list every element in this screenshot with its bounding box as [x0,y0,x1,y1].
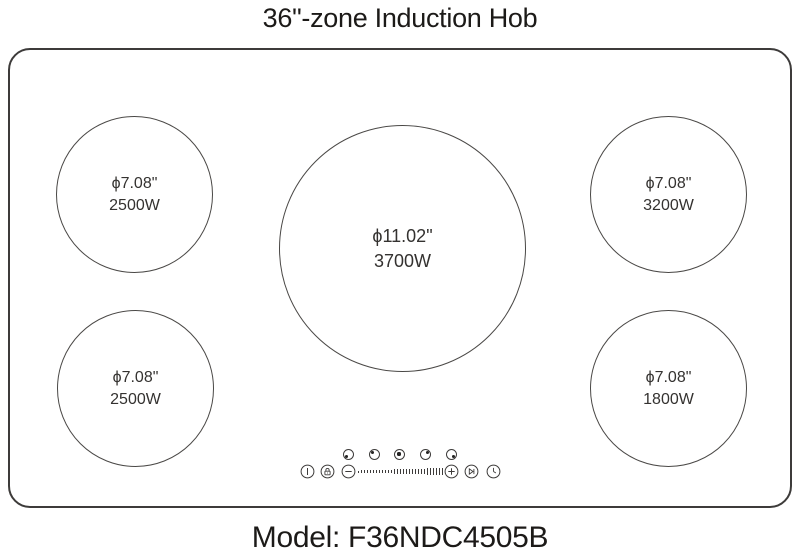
power-level-slider[interactable] [358,464,443,479]
zone-selector-bottom-left-icon[interactable] [343,449,354,460]
slider-tick [381,469,384,474]
zone-diameter-label: ϕ7.08" [645,368,692,386]
zone-dot [426,450,430,454]
slider-tick [384,469,387,474]
cooking-zone-bottom-left: ϕ7.08" 2500W [57,310,214,467]
slider-tick [360,470,363,473]
power-button[interactable] [300,464,315,479]
zone-selector-top-right-icon[interactable] [420,449,431,460]
power-decrease-button[interactable] [341,464,356,479]
slider-tick [399,469,402,474]
slider-tick [405,469,408,474]
model-label: Model: F36NDC4505B [251,521,549,554]
slider-tick [366,470,369,473]
slider-tick [369,470,372,473]
zone-dot [452,455,456,459]
cooking-zone-top-right: ϕ7.08" 3200W [590,116,747,273]
slider-tick [375,469,378,474]
slider-tick [438,468,440,475]
slider-tick [414,468,416,475]
cooking-zone-top-left: ϕ7.08" 2500W [56,116,213,273]
zone-dot [370,450,374,454]
zone-diameter-label: ϕ7.08" [645,174,692,192]
power-increase-button[interactable] [444,464,459,479]
slider-tick [411,468,414,475]
slider-tick [423,468,425,475]
slider-tick [417,468,419,475]
slider-tick [396,469,399,474]
slider-tick [372,470,375,473]
slider-tick [426,468,428,475]
slider-tick [358,470,360,473]
zone-diameter-label: ϕ7.08" [111,174,158,192]
child-lock-button[interactable] [320,464,335,479]
slider-tick [429,468,431,475]
child-lock-icon [320,464,335,479]
slider-tick [441,468,443,475]
boost-icon [464,464,479,479]
slider-tick [432,468,434,475]
cooking-zone-center: ϕ11.02" 3700W [279,125,526,372]
zone-selector-bottom-right-icon[interactable] [446,449,457,460]
zone-diameter-label: ϕ7.08" [112,368,159,386]
slider-tick [420,468,422,475]
zone-dot [397,452,401,456]
slider-tick [435,468,437,475]
slider-tick [408,468,411,475]
slider-tick [402,469,405,474]
slider-tick [387,469,390,474]
zone-power-label: 3700W [373,250,432,271]
zone-power-label: 1800W [643,390,694,408]
zone-power-label: 3200W [643,196,694,214]
cooking-zone-bottom-right: ϕ7.08" 1800W [590,310,747,467]
boost-button[interactable] [464,464,479,479]
minus-icon [341,464,356,479]
timer-icon [486,464,501,479]
power-icon [300,464,315,479]
zone-dot [344,455,348,459]
slider-tick [390,469,393,474]
slider-tick [393,469,396,474]
slider-tick [378,469,381,474]
plus-icon [444,464,459,479]
slider-tick [363,470,366,473]
zone-selector-top-left-icon[interactable] [369,449,380,460]
zone-diameter-label: ϕ11.02" [372,225,433,246]
hob-surface: ϕ7.08" 2500W ϕ7.08" 3200W ϕ11.02" 3700W … [8,48,792,508]
timer-button[interactable] [486,464,501,479]
zone-power-label: 2500W [109,196,160,214]
zone-power-label: 2500W [110,390,161,408]
zone-selector-center-icon[interactable] [394,449,405,460]
page-title: 36"-zone Induction Hob [262,3,538,33]
